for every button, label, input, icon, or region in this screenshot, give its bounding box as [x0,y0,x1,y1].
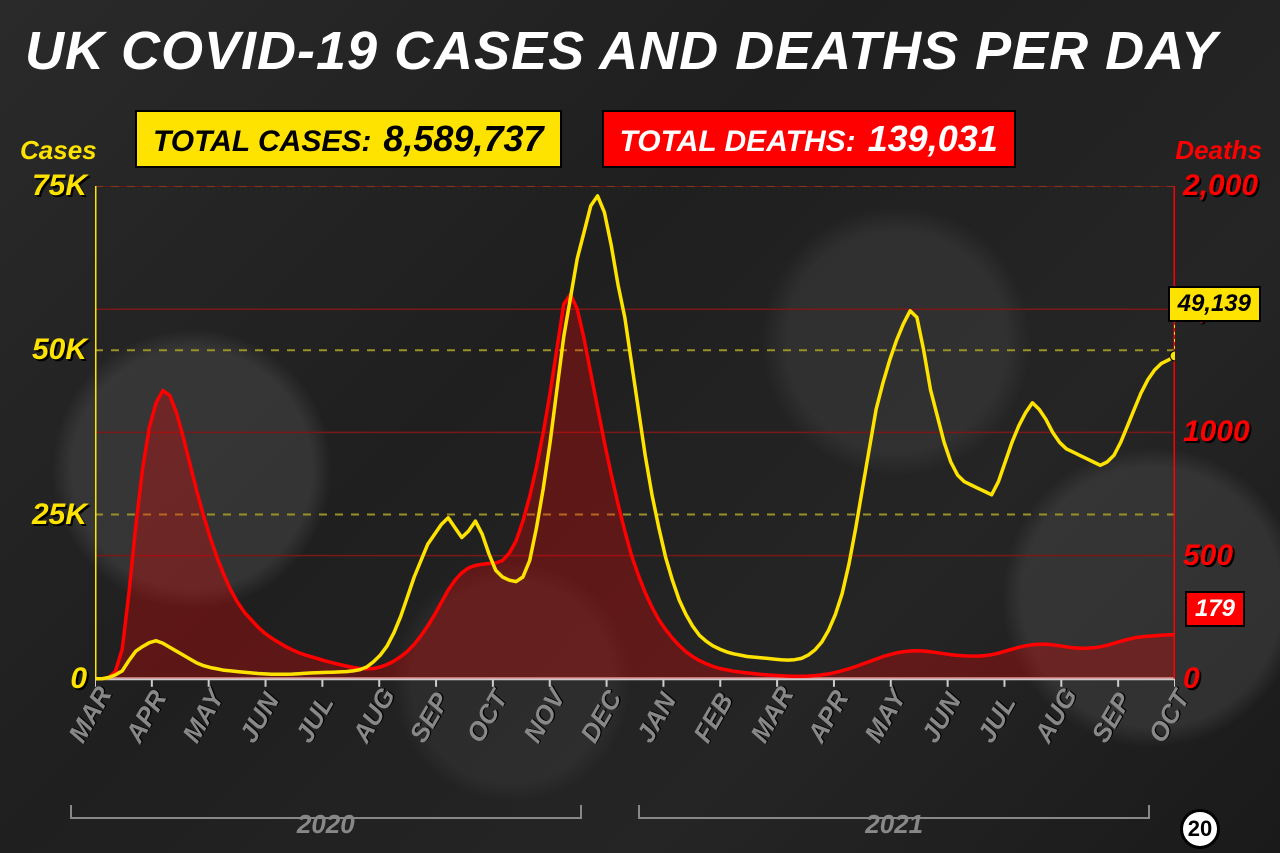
month-label: DEC [574,685,628,748]
right-axis-label: Deaths [1175,135,1262,166]
total-cases-box: TOTAL CASES: 8,589,737 [135,110,562,168]
month-label: MAR [744,681,800,748]
month-label: AUG [1028,682,1084,748]
chart-area: 025K50K75K 050010001,5002,000 MARAPRMAYJ… [95,186,1175,746]
total-cases-value: 8,589,737 [383,118,543,160]
month-label: JUL [972,690,1023,748]
total-deaths-box: TOTAL DEATHS: 139,031 [602,110,1016,168]
ytick-left: 0 [70,662,87,696]
left-axis-label: Cases [20,135,97,166]
month-label: AUG [346,682,402,748]
month-label: JUN [233,687,286,748]
month-label: JUN [915,687,968,748]
day-marker: 20 [1180,809,1220,849]
month-label: OCT [460,685,514,748]
end-deaths-badge: 179 [1185,591,1245,627]
month-label: NOV [517,684,572,748]
ytick-left: 25K [32,498,87,532]
total-cases-label: TOTAL CASES: [153,125,371,159]
ytick-right: 1000 [1183,415,1250,449]
ytick-right: 2,000 [1183,169,1258,203]
ytick-right: 500 [1183,539,1233,573]
end-cases-badge: 49,139 [1168,286,1261,322]
chart-title: UK COVID-19 CASES AND DEATHS PER DAY [25,20,1255,82]
chart-svg [95,186,1175,746]
ytick-left: 75K [32,169,87,203]
ytick-right: 0 [1183,662,1200,696]
ytick-left: 50K [32,333,87,367]
month-label: FEB [687,687,740,748]
month-label: JAN [631,687,684,748]
month-label: MAY [176,684,231,748]
totals-row: TOTAL CASES: 8,589,737 TOTAL DEATHS: 139… [135,110,1255,168]
total-deaths-value: 139,031 [868,118,998,160]
month-label: APR [119,685,173,748]
month-label: SEP [1085,687,1138,748]
year-label: 2020 [297,809,355,840]
total-deaths-label: TOTAL DEATHS: [620,125,856,159]
month-label: SEP [403,687,456,748]
year-label: 2021 [865,809,923,840]
month-label: MAY [858,684,913,748]
month-label: JUL [290,690,341,748]
month-label: APR [801,685,855,748]
